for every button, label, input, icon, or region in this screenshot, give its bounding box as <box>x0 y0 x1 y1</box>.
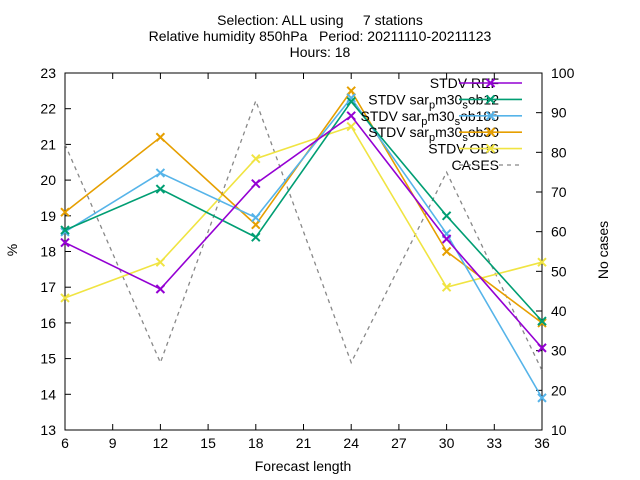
legend-sample-marker <box>485 127 496 137</box>
x-tick-label: 27 <box>391 435 407 451</box>
chart-title-line-3: Hours: 18 <box>289 44 351 60</box>
y2-tick-label: 100 <box>551 65 575 81</box>
legend-sample-marker <box>485 78 496 88</box>
y-tick-label: 23 <box>40 65 56 81</box>
data-point-stdv-sar-pm30-sob30 <box>537 318 547 328</box>
y2-tick-label: 50 <box>551 263 567 279</box>
x-tick-label: 36 <box>534 435 550 451</box>
x-tick-label: 33 <box>487 435 503 451</box>
series-line-stdv-obs <box>64 125 543 299</box>
x-tick-label: 24 <box>343 435 359 451</box>
data-point-stdv-sar-pm30-sob185 <box>155 168 166 178</box>
y2-tick-label: 10 <box>551 422 567 438</box>
series-layer <box>60 86 547 403</box>
y-tick-label: 22 <box>40 101 56 117</box>
data-point-stdv-sar-pm30-sob30 <box>346 86 356 96</box>
y-tick-label: 19 <box>40 208 56 224</box>
y2-tick-label: 40 <box>551 303 567 319</box>
y-tick-label: 16 <box>40 315 56 331</box>
data-point-stdv-sar-pm30-sob12 <box>346 96 356 107</box>
data-point-stdv-obs <box>346 121 356 132</box>
y2-tick-label: 20 <box>551 382 567 398</box>
legend-label: STDV sarpm30sob12 <box>368 91 499 111</box>
axes-layer: 6 9 12 15 18 21 24 27 30 33 36 13 14 15 16 17 18 19 20 21 22… <box>40 65 574 451</box>
data-point-stdv-sar-pm30-sob12 <box>251 232 261 242</box>
x-tick-label: 15 <box>200 435 216 451</box>
data-point-stdv-sar-pm30-sob30 <box>441 246 452 257</box>
data-point-stdv-ref <box>155 284 166 294</box>
data-point-stdv-sar-pm30-sob12 <box>441 211 452 221</box>
x-tick-label: 6 <box>61 435 69 451</box>
data-point-stdv-ref <box>346 111 356 121</box>
y-tick-label: 15 <box>40 351 56 367</box>
y2-axis-label: No cases <box>595 221 611 279</box>
y2-tick-label: 60 <box>551 224 567 240</box>
data-point-stdv-obs <box>441 282 452 292</box>
data-point-stdv-sar-pm30-sob12 <box>60 225 70 235</box>
data-point-stdv-ref <box>60 237 70 248</box>
x-tick-label: 21 <box>296 435 312 451</box>
data-point-stdv-ref <box>251 178 261 189</box>
x-tick-label: 12 <box>153 435 169 451</box>
x-tick-label: 30 <box>439 435 455 451</box>
data-point-stdv-sar-pm30-sob185 <box>346 93 356 103</box>
data-point-stdv-sar-pm30-sob185 <box>251 212 261 223</box>
data-point-stdv-sar-pm30-sob30 <box>60 207 70 217</box>
y-tick-label: 21 <box>40 136 56 152</box>
legend-sample-marker <box>485 143 496 154</box>
y-axis-label: % <box>4 244 20 256</box>
data-point-stdv-sar-pm30-sob30 <box>155 132 166 142</box>
data-point-stdv-obs <box>537 257 547 267</box>
data-point-stdv-obs <box>60 293 70 303</box>
y2-tick-label: 70 <box>551 184 567 200</box>
data-point-stdv-sar-pm30-sob12 <box>537 316 547 326</box>
y2-tick-label: 80 <box>551 144 567 160</box>
data-point-stdv-sar-pm30-sob30 <box>251 220 261 230</box>
data-point-stdv-sar-pm30-sob185 <box>537 393 547 403</box>
legend-sample-marker <box>485 94 496 105</box>
chart-title-line-2: Relative humidity 850hPa Period: 2021111… <box>148 28 492 44</box>
data-point-stdv-ref <box>537 343 547 353</box>
series-line-stdv-sar-pm30-sob12 <box>64 100 543 322</box>
data-point-stdv-obs <box>155 257 166 267</box>
data-point-stdv-ref <box>441 234 452 244</box>
y-tick-label: 14 <box>40 386 56 402</box>
x-axis-label: Forecast length <box>255 458 352 474</box>
series-line-cases <box>64 98 543 371</box>
series-line-stdv-sar-pm30-sob185 <box>64 96 543 399</box>
y2-tick-label: 30 <box>551 343 567 359</box>
legend-sample-marker <box>485 111 496 121</box>
y-tick-label: 13 <box>40 422 56 438</box>
y-tick-label: 20 <box>40 172 56 188</box>
series-line-stdv-ref <box>64 114 543 349</box>
x-tick-label: 18 <box>248 435 264 451</box>
y-tick-label: 17 <box>40 279 56 295</box>
x-tick-label: 9 <box>109 435 117 451</box>
data-point-stdv-sar-pm30-sob12 <box>155 184 166 194</box>
y-tick-label: 18 <box>40 244 56 260</box>
data-point-stdv-obs <box>251 153 261 164</box>
chart-title-line-1: Selection: ALL using 7 stations <box>217 12 423 28</box>
y2-tick-label: 90 <box>551 105 567 121</box>
